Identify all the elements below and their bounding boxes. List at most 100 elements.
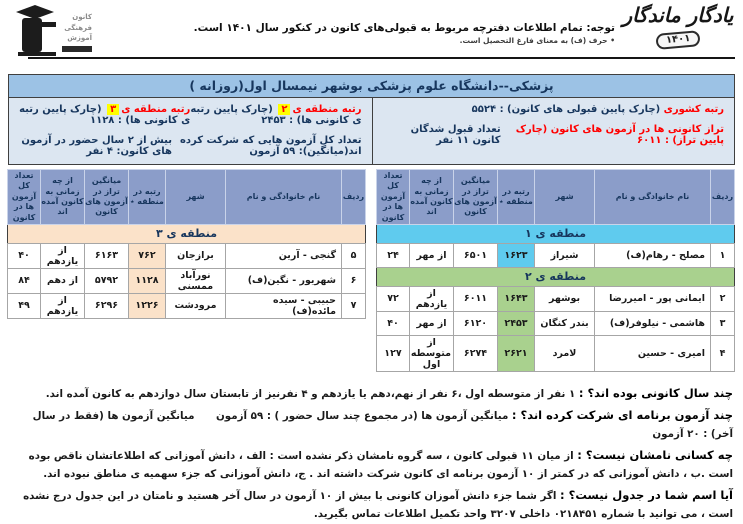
national-rank-row: رتبه کشوری (چارک پایین قبولی های کانون) … xyxy=(383,104,724,115)
col-avg-score: میانگین تراز در آزمون های کانون xyxy=(453,169,498,225)
qa-line: چند آزمون برنامه ای شرکت کرده اند؟ : میا… xyxy=(10,405,733,443)
national-rank-label: رتبه کشوری xyxy=(663,104,724,115)
avg-score-cell: ۶۱۲۰ xyxy=(453,310,498,336)
ranking-tables: ردیف نام خانوادگی و نام شهر رتبه در منطق… xyxy=(7,169,735,372)
row-number-cell: ۶ xyxy=(341,267,366,294)
entry-time-cell: از دهم xyxy=(40,267,85,294)
table-row: ۶ شهریور - نگین(ف) نورآباد ممسنی ۱۱۲۸ ۵۷… xyxy=(7,267,366,294)
avg-score-cell: ۶۱۶۳ xyxy=(84,242,129,269)
qa-line: چه کسانی نامشان نیست؟ : از میان ۱۱ قبولی… xyxy=(10,445,733,483)
taraz-row: تراز کانونی ها در آزمون های کانون (چارک … xyxy=(383,124,724,146)
entry-time-cell: از مهر xyxy=(409,310,454,336)
entry-time-cell: از یازدهم xyxy=(40,242,85,269)
exam-count-cell: ۲۴ xyxy=(376,242,410,268)
region2-value: (چارک پایین رتبه ی کانونی ها) : ۲۴۵۳ xyxy=(190,104,362,126)
city-cell: شیراز xyxy=(534,242,595,268)
row-number-cell: ۴ xyxy=(710,334,735,372)
name-cell: گنجی - آرین xyxy=(225,242,342,269)
brand-block: یادگار ماندگار ۱۴۰۱ xyxy=(619,3,737,50)
name-cell: مصلح - رهام(ف) xyxy=(594,242,711,268)
name-cell: حبیبی - سیده مائده(ف) xyxy=(225,292,342,319)
region1-band: منطقه ی ۱ xyxy=(376,223,735,244)
city-cell: لامرد xyxy=(534,334,595,372)
exam-stats-row: تعداد کل آزمون هایی که شرکت کرده اند(میا… xyxy=(19,135,361,157)
avg-score-cell: ۶۵۰۱ xyxy=(453,242,498,268)
avg-score-cell: ۵۷۹۲ xyxy=(84,267,129,294)
entry-time-cell: از یازدهم xyxy=(409,285,454,312)
avg-score-cell: ۶۰۱۱ xyxy=(453,285,498,312)
name-cell: هاشمی - نیلوفر(ف) xyxy=(594,310,711,336)
qa-line: چند سال کانونی بوده اند؟ : ۱ نفر از متوس… xyxy=(10,383,733,403)
region2-number: ۲ xyxy=(278,104,291,115)
header-note-sub: • حرف (ف) به معنای فارغ التحصیل است. xyxy=(459,36,615,45)
header-divider xyxy=(28,57,735,59)
kanoon-logo-text: کانون فرهنگی آموزش xyxy=(62,12,92,52)
exam-count-cell: ۴۰ xyxy=(376,310,410,336)
city-cell: بندر کنگان xyxy=(534,310,595,336)
national-rank-value: (چارک پایین قبولی های کانون) : ۵۵۲۴ xyxy=(471,104,661,115)
region-rank-cell: ۱۱۲۸ xyxy=(128,267,166,294)
col-region-rank: رتبه در منطقه ٭ xyxy=(497,169,535,225)
city-cell: مرودشت xyxy=(165,292,226,319)
qa-label: چند آزمون برنامه ای شرکت کرده اند؟ : xyxy=(511,408,733,423)
table-header-row: ردیف نام خانوادگی و نام شهر رتبه در منطق… xyxy=(376,169,735,225)
exam-count-cell: ۴۰ xyxy=(7,242,41,269)
page-header: کانون فرهنگی آموزش یادگار ماندگار ۱۴۰۱ ت… xyxy=(0,0,743,62)
kanoon-logo: کانون فرهنگی آموزش xyxy=(10,2,92,58)
city-cell: نورآباد ممسنی xyxy=(165,267,226,294)
exam-count-cell: ۷۲ xyxy=(376,285,410,312)
col-exam-count: تعداد کل آزمون ها در کانون xyxy=(376,169,410,225)
row-number-cell: ۵ xyxy=(341,242,366,269)
table-row: ۳ هاشمی - نیلوفر(ف) بندر کنگان ۲۴۵۳ ۶۱۲۰… xyxy=(376,310,735,336)
name-cell: شهریور - نگین(ف) xyxy=(225,267,342,294)
main-content: پزشکی--دانشگاه علوم پزشکی بوشهر نیمسال ا… xyxy=(7,74,735,372)
region-table-3: ردیف نام خانوادگی و نام شهر رتبه در منطق… xyxy=(7,169,366,319)
brand-year-badge: ۱۴۰۱ xyxy=(655,30,701,50)
exam-count-cell: ۸۴ xyxy=(7,267,41,294)
region2-label: رتبه منطقه ی xyxy=(292,104,362,115)
table-row: ۵ گنجی - آرین برازجان ۷۶۲ ۶۱۶۳ از یازدهم… xyxy=(7,242,366,269)
entry-time-cell: از یازدهم xyxy=(40,292,85,319)
stats-national: رتبه کشوری (چارک پایین قبولی های کانون) … xyxy=(371,98,735,164)
name-cell: ایمانی پور - امیررضا xyxy=(594,285,711,312)
row-number-cell: ۱ xyxy=(710,242,735,268)
qa-label: آیا اسم شما در جدول نیست؟ : xyxy=(560,488,733,503)
footnotes: چند سال کانونی بوده اند؟ : ۱ نفر از متوس… xyxy=(10,383,733,524)
qa-line: آیا اسم شما در جدول نیست؟ : اگر شما جزء … xyxy=(10,485,733,523)
col-city: شهر xyxy=(534,169,595,225)
row-number-cell: ۷ xyxy=(341,292,366,319)
col-region-rank: رتبه در منطقه ٭ xyxy=(128,169,166,225)
region3-number: ۳ xyxy=(107,104,120,115)
qa-label: چه کسانی نامشان نیست؟ : xyxy=(577,448,733,463)
col-entry-time: از چه زمانی به کانون آمده اند xyxy=(409,169,454,225)
region-ranks-row: رتبه منطقه ی۲ (چارک پایین رتبه ی کانونی … xyxy=(19,104,362,126)
table-row: ۷ حبیبی - سیده مائده(ف) مرودشت ۱۲۲۶ ۶۲۹۶… xyxy=(7,292,366,319)
region2-band: منطقه ی ۲ xyxy=(376,266,735,287)
col-row-number: ردیف xyxy=(341,169,366,225)
taraz-stat: تراز کانونی ها در آزمون های کانون (چارک … xyxy=(515,124,724,146)
region-table-1-2: ردیف نام خانوادگی و نام شهر رتبه در منطق… xyxy=(376,169,735,372)
avg-score-cell: ۶۲۹۶ xyxy=(84,292,129,319)
city-cell: بوشهر xyxy=(534,285,595,312)
col-city: شهر xyxy=(165,169,226,225)
table-row: ۲ ایمانی پور - امیررضا بوشهر ۱۶۴۳ ۶۰۱۱ ا… xyxy=(376,285,735,312)
col-exam-count: تعداد کل آزمون ها در کانون xyxy=(7,169,41,225)
logo-line: فرهنگی xyxy=(64,23,92,32)
exam-count-cell: ۴۹ xyxy=(7,292,41,319)
region3-value: (چارک پایین رتبه ی کانونی ها) : ۱۱۲۸ xyxy=(19,104,191,126)
qa-text: ۱ نفر از متوسطه اول ،۶ نفر از نهم،دهم یا… xyxy=(45,387,576,400)
city-cell: برازجان xyxy=(165,242,226,269)
qa-text: از میان ۱۱ قبولی کانون ، سه گروه نامشان … xyxy=(28,450,733,481)
logo-line: آموزش xyxy=(67,34,92,42)
region1-band-label: منطقه ی ۱ xyxy=(376,223,735,244)
stats-regional: رتبه منطقه ی۲ (چارک پایین رتبه ی کانونی … xyxy=(9,98,372,164)
stats-strip: رتبه کشوری (چارک پایین قبولی های کانون) … xyxy=(8,98,735,165)
region-rank-cell: ۷۶۲ xyxy=(128,242,166,269)
qa-text: میانگین آزمون ها (در مجموع چند سال حضور … xyxy=(32,410,733,441)
region-rank-cell: ۲۶۲۱ xyxy=(497,334,535,372)
col-avg-score: میانگین تراز در آزمون های کانون xyxy=(84,169,129,225)
exam-count-cell: ۱۲۷ xyxy=(376,334,410,372)
page-title: پزشکی--دانشگاه علوم پزشکی بوشهر نیمسال ا… xyxy=(8,74,735,98)
col-row-number: ردیف xyxy=(710,169,735,225)
region3-band-label: منطقه ی ۳ xyxy=(7,223,366,244)
